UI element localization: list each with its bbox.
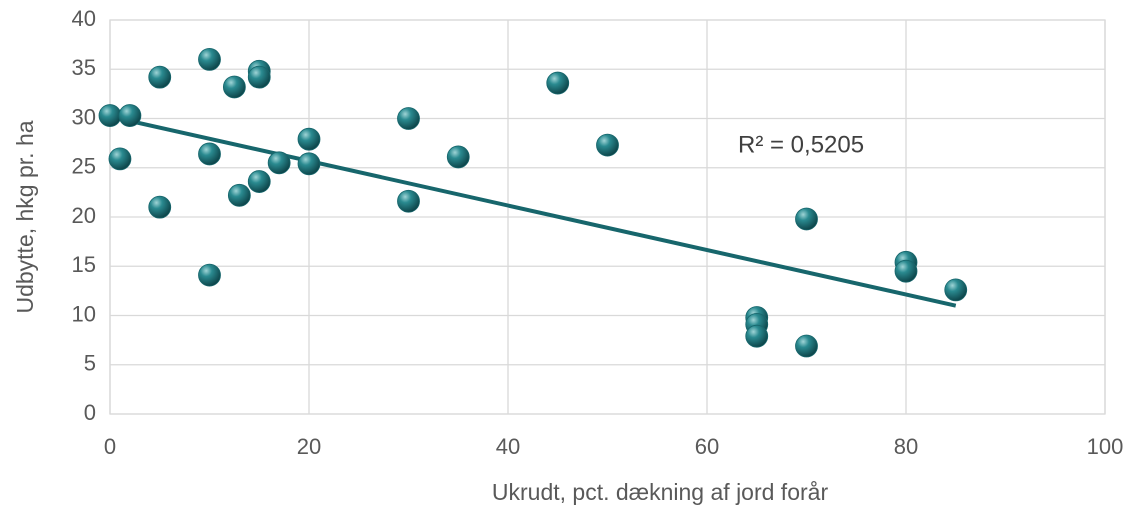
x-tick-label: 40 — [496, 434, 520, 459]
point — [397, 107, 420, 130]
point — [546, 71, 570, 95]
point — [118, 104, 142, 127]
point — [397, 189, 420, 213]
point — [297, 152, 321, 176]
point — [227, 183, 251, 207]
point — [894, 259, 918, 283]
point — [247, 170, 271, 193]
point — [596, 133, 619, 157]
point — [198, 142, 221, 166]
point — [795, 334, 818, 358]
x-tick-label: 0 — [104, 434, 116, 459]
annotation: R² = 0,5205 — [738, 131, 864, 158]
point — [446, 145, 470, 169]
y-tick-label: 15 — [72, 252, 96, 277]
y-tick-label: 25 — [72, 154, 96, 179]
point — [198, 263, 221, 287]
y-axis-title: Udbytte, hkg pr. ha — [12, 120, 38, 313]
y-tick-label: 35 — [72, 55, 96, 80]
y-tick-label: 30 — [72, 104, 96, 129]
point — [944, 278, 968, 302]
point — [222, 75, 246, 99]
point — [98, 104, 122, 127]
point — [745, 324, 769, 348]
point — [148, 195, 172, 219]
y-tick-label: 5 — [84, 351, 96, 376]
point — [267, 151, 291, 175]
y-tick-label: 20 — [72, 203, 96, 228]
x-tick-label: 100 — [1087, 434, 1124, 459]
point — [795, 207, 818, 231]
x-tick-label: 80 — [894, 434, 918, 459]
point — [198, 48, 221, 71]
point — [297, 127, 321, 151]
y-tick-label: 0 — [84, 400, 96, 425]
y-tick-label: 40 — [72, 6, 96, 31]
point — [148, 65, 172, 89]
point — [247, 65, 271, 89]
x-axis-title: Ukrudt, pct. dækning af jord forår — [492, 479, 829, 505]
trendline — [109, 114, 957, 308]
x-tick-label: 60 — [695, 434, 719, 459]
point — [108, 147, 132, 171]
y-tick-label: 10 — [72, 301, 96, 326]
x-tick-label: 20 — [297, 434, 321, 459]
